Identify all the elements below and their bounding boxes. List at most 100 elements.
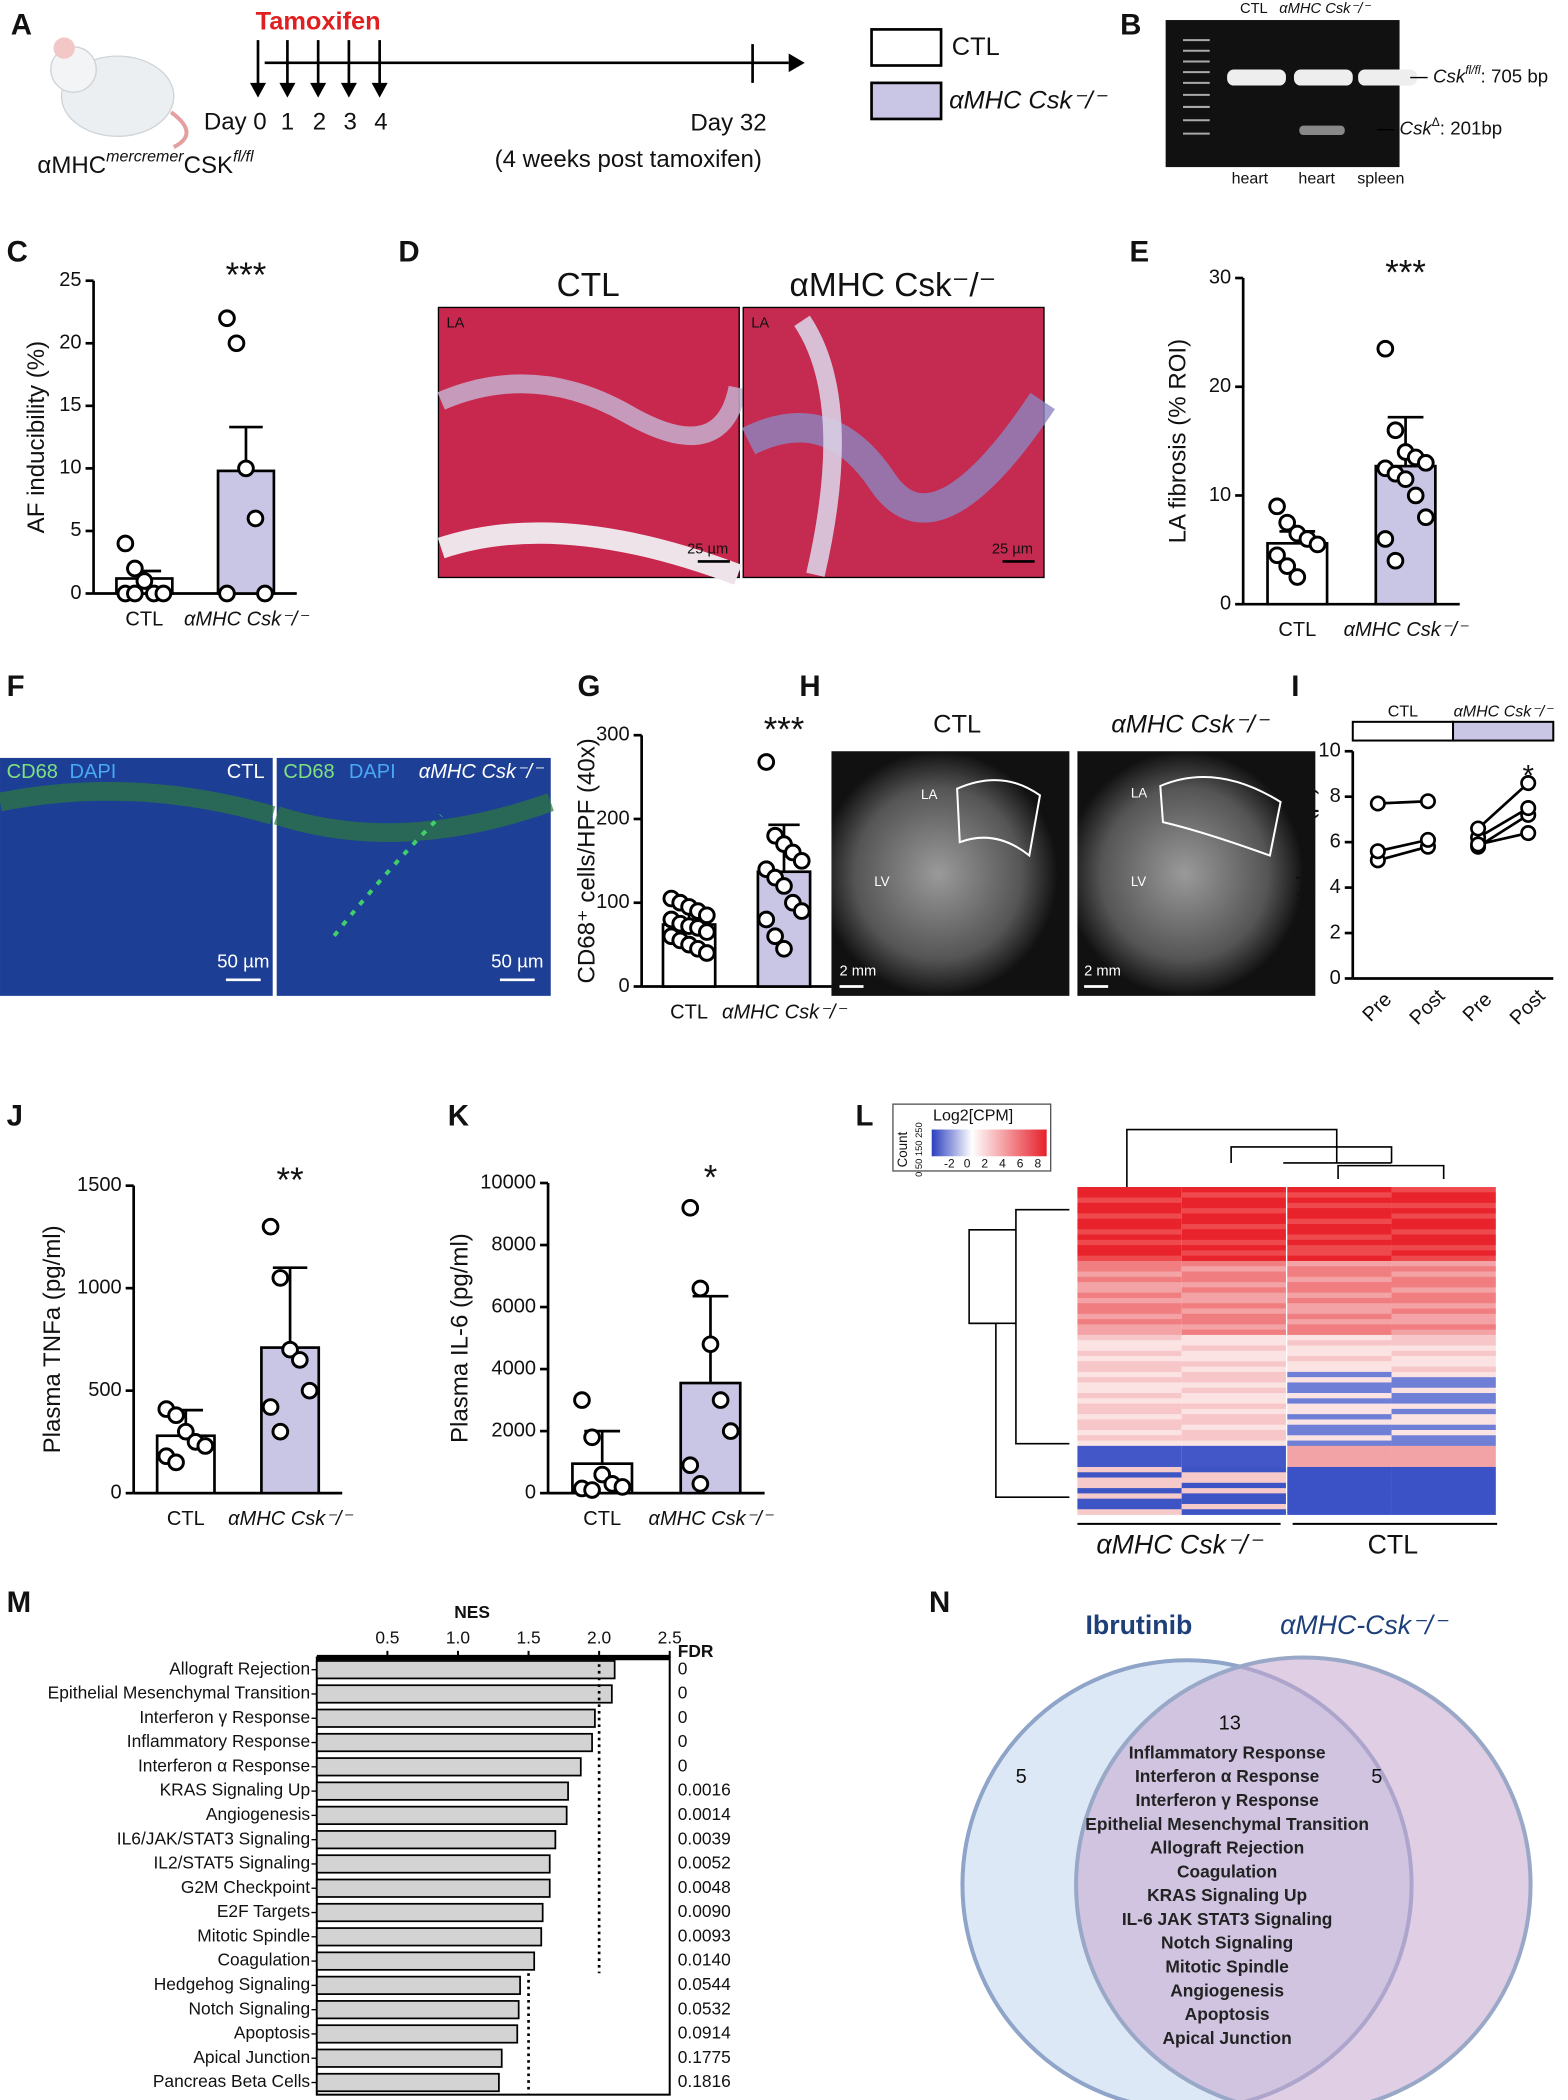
bar	[315, 2000, 520, 2020]
category-label: Apical Junction	[193, 2047, 310, 2067]
data-point	[1278, 557, 1297, 575]
x-tick-label: 2.0	[587, 1627, 611, 1647]
heatmap-cell	[1287, 1187, 1392, 1193]
shared-item: Angiogenesis	[1170, 1980, 1284, 2000]
heatmap-cell	[1077, 1324, 1182, 1331]
category-label: Interferon γ Response	[139, 1707, 310, 1727]
heatmap-cell	[1077, 1329, 1182, 1336]
data-point	[1520, 825, 1537, 842]
data-point	[757, 910, 776, 929]
heatmap-cell	[1391, 1197, 1496, 1204]
scale-label: 50 µm	[491, 950, 543, 971]
heatmap-cell	[1181, 1377, 1286, 1383]
heatmap-cell	[1391, 1498, 1496, 1505]
y-axis-label: Plasma TNFa (pg/ml)	[39, 1225, 66, 1453]
heatmap-cell	[1181, 1356, 1286, 1362]
panel-label: N	[929, 1586, 950, 1619]
heatmap-cell	[1391, 1303, 1496, 1309]
data-point	[1369, 795, 1386, 812]
heatmap-cell	[1287, 1461, 1392, 1468]
band-label: Cskfl/fl: 705 bp	[1433, 63, 1548, 86]
heatmap-cell	[1077, 1245, 1182, 1251]
venn: Ibrutinib αMHC-Csk⁻/⁻ 5 13 5 Inflammator…	[960, 1610, 1533, 2100]
fdr-label: 0.0544	[678, 1974, 731, 1994]
heatmap-cell	[1287, 1403, 1392, 1410]
y-tick-label: 8000	[491, 1233, 536, 1255]
heatmap-cell	[1181, 1282, 1286, 1288]
legend-swatch	[1351, 720, 1455, 742]
heatmap-cell	[1287, 1387, 1392, 1394]
heatmap-cell	[1077, 1303, 1182, 1309]
heatmap-cell	[1077, 1266, 1182, 1272]
day-label: 3	[344, 108, 357, 135]
data-point	[1417, 508, 1435, 527]
data-point	[1268, 497, 1286, 516]
heatmap-cell	[1181, 1313, 1286, 1320]
region-label: LA	[1131, 786, 1147, 801]
heatmap-cell	[1077, 1366, 1182, 1373]
x-tick-label: 1.5	[516, 1627, 540, 1647]
y-tick-label: 20	[1209, 375, 1231, 397]
gel: CTL αMHC Csk⁻/⁻ heart heart spleen Cskfl…	[1165, 1, 1548, 187]
panel-label: M	[7, 1586, 31, 1619]
x-tick-label: CTL	[167, 1508, 205, 1530]
panel-label: B	[1120, 9, 1141, 42]
dose-arrow-heads	[249, 82, 388, 98]
heatmap-cell	[1077, 1393, 1182, 1399]
heatmap-cell	[1077, 1239, 1182, 1246]
bar	[315, 2048, 503, 2068]
heatmap-cell	[1391, 1424, 1496, 1431]
bar	[315, 1757, 582, 1777]
data-point	[681, 1456, 700, 1475]
y-tick-label: 10	[1209, 484, 1231, 506]
fdr-label: 0.0914	[678, 2023, 731, 2043]
bar	[315, 1708, 596, 1728]
if-texture	[332, 813, 443, 937]
heatmap-cell	[1391, 1308, 1496, 1315]
y-tick-label: 1500	[77, 1174, 122, 1196]
data-point	[1396, 470, 1415, 488]
data-point	[261, 1217, 280, 1236]
heatmap-cell	[1287, 1308, 1392, 1315]
heatmap-cell	[1181, 1445, 1286, 1452]
heatmap-cell	[1391, 1445, 1496, 1452]
band-gene: Csk	[1433, 65, 1467, 86]
x-tick-label: Pre	[1359, 989, 1397, 1027]
heatmap-cell	[1391, 1208, 1496, 1214]
gel-image	[1165, 20, 1400, 168]
heatmap-cell	[1181, 1382, 1286, 1389]
heatmap-cell	[1287, 1340, 1392, 1346]
heatmap-cell	[1181, 1260, 1286, 1267]
panel-label: L	[856, 1099, 874, 1132]
heatmap-cell	[1391, 1276, 1496, 1283]
x-tick-label: CTL	[1278, 619, 1316, 641]
heatmap-cell	[1181, 1493, 1286, 1500]
heatmap-cell	[1181, 1287, 1286, 1294]
gel-band	[1358, 69, 1417, 86]
y-tick-label: 0	[70, 582, 81, 604]
heatmap-cell	[1287, 1366, 1392, 1373]
heatmap-cell	[1287, 1271, 1392, 1278]
panel-label: K	[448, 1099, 469, 1132]
data-point	[246, 509, 265, 528]
data-point	[792, 852, 811, 870]
heatmap-cell	[1077, 1250, 1182, 1257]
data-point	[1520, 800, 1537, 817]
category-label: Notch Signaling	[189, 1998, 311, 2018]
heatmap-cell	[1391, 1187, 1496, 1193]
category-label: IL2/STAT5 Signaling	[153, 1853, 310, 1873]
shared-item: Inflammatory Response	[1129, 1742, 1326, 1762]
heatmap-cell	[1391, 1329, 1496, 1336]
heatmap-cell	[1077, 1435, 1182, 1441]
heatmap-cell	[1077, 1451, 1182, 1457]
y-tick-label: 200	[596, 807, 629, 829]
data-point	[583, 1481, 601, 1499]
heatmap-cell	[1077, 1509, 1182, 1515]
heatmap-cell	[1181, 1371, 1286, 1378]
heatmap-cell	[1287, 1419, 1392, 1426]
stain-label: DAPI	[70, 761, 117, 783]
data-point	[1419, 793, 1436, 810]
shared-item: Coagulation	[1177, 1861, 1277, 1881]
heatmap-cell	[1077, 1382, 1182, 1389]
group-label: αMHC Csk⁻/⁻	[1096, 1530, 1263, 1560]
